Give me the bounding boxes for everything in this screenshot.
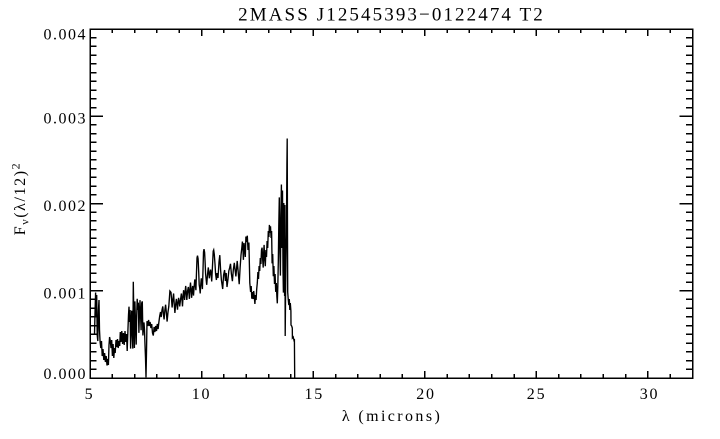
svg-text:5: 5	[85, 386, 95, 403]
svg-text:25: 25	[527, 386, 547, 403]
svg-text:10: 10	[192, 386, 212, 403]
svg-text:15: 15	[304, 386, 324, 403]
svg-text:0.001: 0.001	[44, 285, 88, 302]
svg-text:0.004: 0.004	[44, 27, 88, 44]
svg-text:0.000: 0.000	[44, 366, 88, 383]
svg-text:λ (microns): λ (microns)	[342, 408, 442, 425]
svg-text:Fν(λ/12)2: Fν(λ/12)2	[9, 162, 32, 236]
svg-text:20: 20	[416, 386, 436, 403]
svg-text:2MASS J12545393−0122474 T2: 2MASS J12545393−0122474 T2	[238, 5, 545, 26]
svg-text:0.003: 0.003	[44, 110, 88, 127]
svg-text:30: 30	[640, 386, 660, 403]
svg-text:0.002: 0.002	[44, 198, 88, 215]
